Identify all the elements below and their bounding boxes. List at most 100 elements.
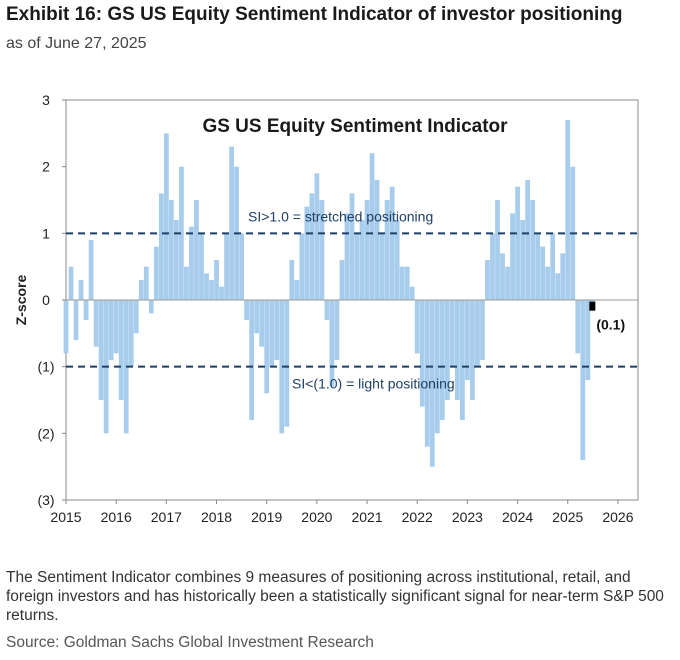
bar [113, 300, 119, 354]
bar [460, 300, 465, 420]
bar [560, 253, 566, 300]
bar [424, 300, 430, 447]
bar [224, 233, 229, 300]
bar [384, 200, 390, 300]
bar [158, 193, 164, 300]
bar [148, 300, 154, 314]
bar [78, 280, 84, 300]
bar [108, 300, 114, 360]
x-tick-label: 2016 [101, 509, 132, 525]
bar [364, 200, 370, 300]
y-tick-label: 2 [42, 159, 50, 175]
bar [449, 300, 455, 367]
bar [269, 300, 275, 367]
bar [289, 260, 295, 300]
y-axis-ticks: 3 2 1 0 (1) (2) (3) [37, 92, 66, 508]
bar [209, 280, 214, 300]
x-tick-label: 2025 [552, 509, 583, 525]
bar [118, 300, 124, 400]
reference-line-label: SI<(1.0) = light positioning [292, 376, 455, 392]
x-tick-label: 2022 [402, 509, 433, 525]
bar [214, 260, 219, 300]
bar [510, 213, 515, 300]
bar [299, 233, 305, 300]
bar [254, 300, 260, 334]
bar [465, 300, 470, 380]
bar [194, 200, 199, 300]
x-tick-label: 2018 [201, 509, 232, 525]
bar [314, 173, 320, 300]
bar [409, 286, 415, 300]
bar [394, 220, 400, 300]
latest-reading: (0.1) [589, 301, 625, 333]
source-note: Source: Goldman Sachs Global Investment … [6, 634, 374, 651]
bar [244, 300, 250, 320]
bar [83, 300, 89, 320]
bar [389, 186, 395, 300]
bar [249, 300, 255, 420]
x-tick-label: 2026 [602, 509, 633, 525]
bar [284, 300, 290, 427]
bar [419, 300, 425, 407]
bar [525, 180, 530, 300]
bar [339, 260, 345, 300]
bar [555, 273, 561, 300]
x-tick-label: 2023 [452, 509, 483, 525]
bar [264, 300, 270, 394]
bar [319, 200, 325, 300]
bar [545, 266, 551, 300]
y-tick-label: 0 [42, 292, 50, 308]
bar [500, 253, 505, 300]
y-tick-label: (3) [37, 492, 54, 508]
bar [434, 300, 440, 434]
bar [184, 266, 189, 300]
y-tick-label: 3 [42, 92, 50, 108]
bar [88, 240, 94, 300]
x-tick-label: 2017 [151, 509, 182, 525]
y-tick-label: (1) [37, 359, 54, 375]
bar [68, 266, 74, 300]
bar [369, 153, 375, 300]
bar [304, 206, 310, 300]
bar [439, 300, 445, 420]
as-of-date: as of June 27, 2025 [6, 35, 147, 52]
bar [354, 233, 360, 300]
bar [98, 300, 104, 400]
bar [530, 200, 536, 300]
bar [143, 266, 149, 300]
bar [399, 266, 405, 300]
bar [168, 200, 174, 300]
bar [334, 300, 340, 360]
bar [138, 280, 144, 300]
bar [324, 300, 330, 320]
bar [309, 193, 315, 300]
bar [475, 300, 480, 367]
y-tick-label: 1 [42, 225, 50, 241]
bar [259, 300, 265, 347]
bar [490, 233, 495, 300]
bar [480, 300, 485, 360]
bar [505, 266, 510, 300]
bar [575, 300, 581, 354]
bar [153, 246, 159, 300]
bar [454, 300, 460, 400]
latest-marker [589, 301, 596, 311]
sentiment-chart: SI>1.0 = stretched positioning SI<(1.0) =… [13, 92, 639, 525]
bar [550, 233, 556, 300]
bar [444, 300, 450, 400]
bar [294, 280, 300, 300]
bar [229, 146, 234, 300]
bar [189, 226, 194, 300]
exhibit-title: Exhibit 16: GS US Equity Sentiment Indic… [6, 4, 623, 25]
bars-layer [63, 120, 595, 467]
bar [495, 200, 500, 300]
bar [585, 300, 591, 380]
latest-value-label: (0.1) [596, 317, 625, 333]
bar [485, 260, 490, 300]
x-axis-ticks: 2015 2016 2017 2018 2019 2020 2021 2022 2023 2024… [50, 500, 634, 525]
bar [163, 133, 169, 300]
bar [63, 300, 69, 354]
bar [174, 220, 179, 300]
bar [470, 300, 475, 400]
bar [133, 300, 139, 334]
